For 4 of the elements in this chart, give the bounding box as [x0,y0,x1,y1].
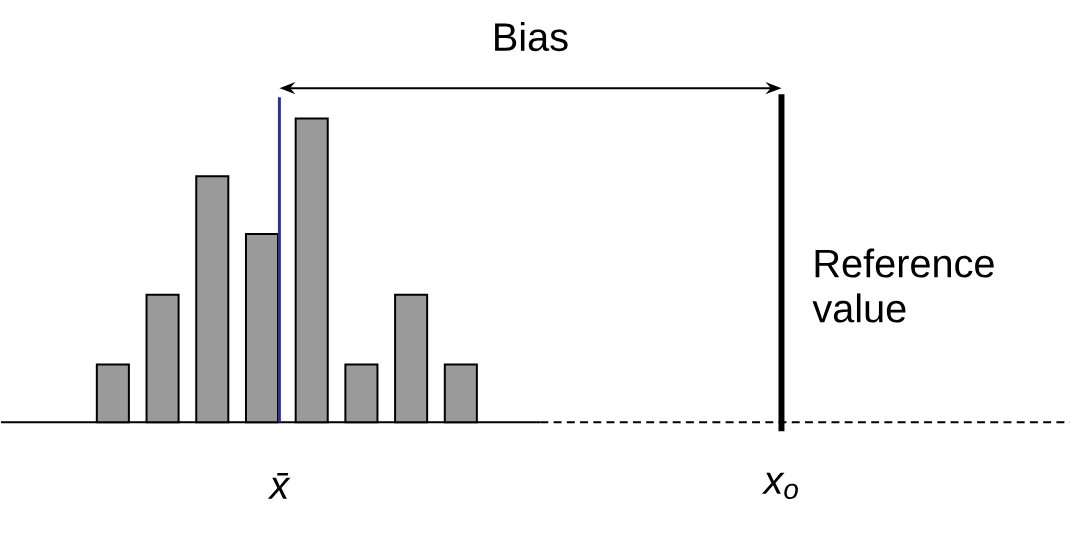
text: x$_{o}$ [761,472,798,500]
text: x̄ [267,473,291,499]
text: Bias [495,22,568,52]
text: Reference value [812,248,994,323]
